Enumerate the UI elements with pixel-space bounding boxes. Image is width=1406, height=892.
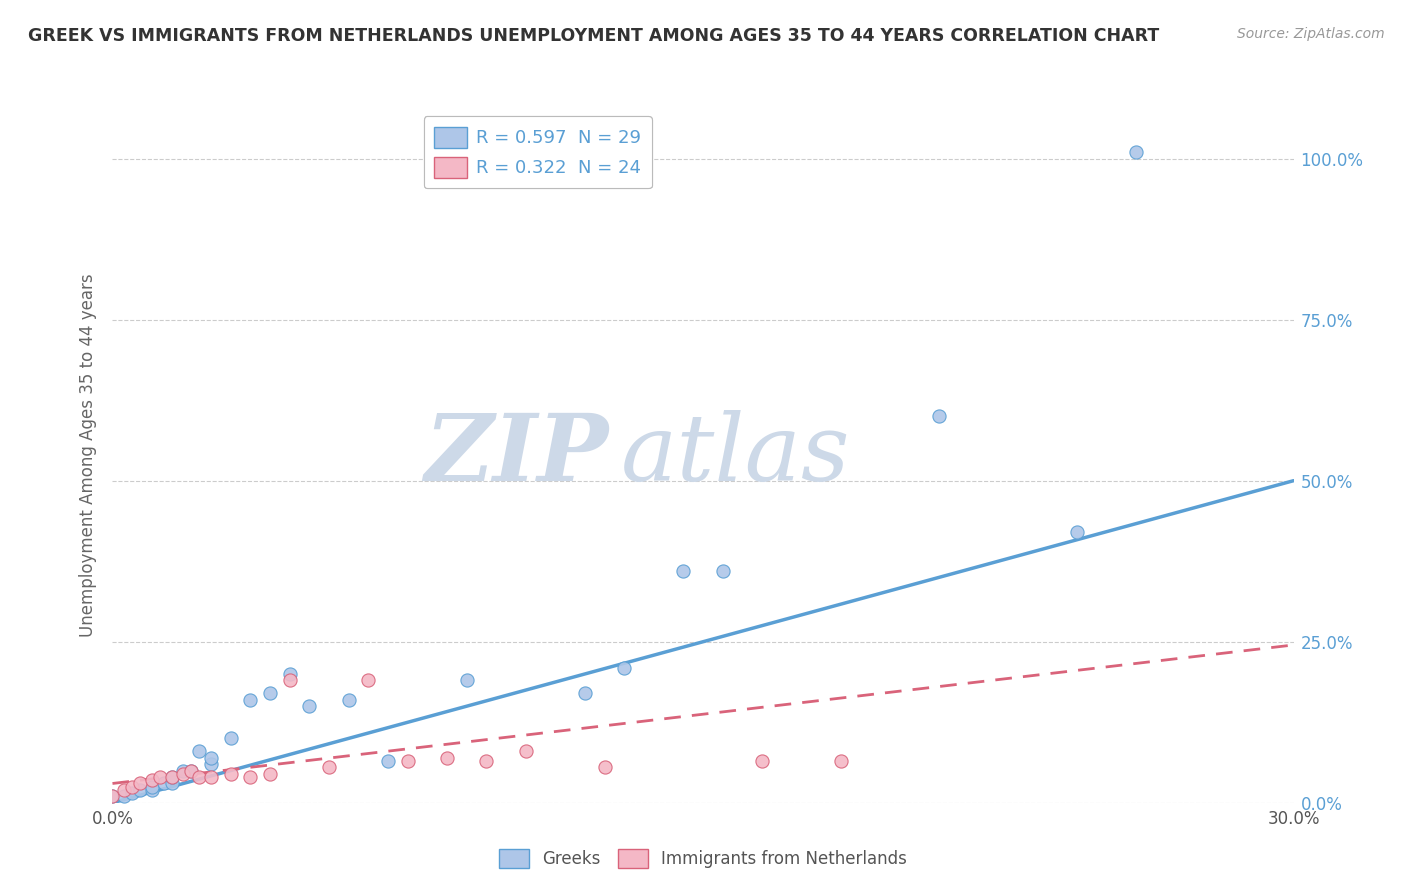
Point [337, 692, 360, 706]
Point [200, 757, 222, 772]
Point [475, 754, 498, 768]
Point [593, 760, 616, 774]
Point [121, 786, 143, 800]
Point [318, 760, 340, 774]
Point [160, 770, 183, 784]
Point [613, 660, 636, 674]
Point [357, 673, 380, 688]
Point [160, 776, 183, 790]
Point [180, 764, 202, 778]
Point [377, 754, 399, 768]
Point [129, 776, 152, 790]
Text: Source: ZipAtlas.com: Source: ZipAtlas.com [1237, 27, 1385, 41]
Point [259, 766, 281, 781]
Point [180, 764, 202, 778]
Point [1125, 145, 1147, 160]
Point [436, 750, 458, 764]
Point [188, 744, 211, 758]
Point [711, 564, 734, 578]
Point [672, 564, 695, 578]
Point [259, 686, 281, 700]
Point [239, 770, 262, 784]
Point [928, 409, 950, 424]
Point [121, 780, 143, 794]
Point [149, 770, 172, 784]
Point [160, 770, 183, 784]
Text: atlas: atlas [620, 410, 849, 500]
Point [141, 773, 163, 788]
Point [101, 789, 124, 804]
Text: GREEK VS IMMIGRANTS FROM NETHERLANDS UNEMPLOYMENT AMONG AGES 35 TO 44 YEARS CORR: GREEK VS IMMIGRANTS FROM NETHERLANDS UNE… [28, 27, 1160, 45]
Legend: R = 0.597  N = 29, R = 0.322  N = 24: R = 0.597 N = 29, R = 0.322 N = 24 [423, 116, 652, 188]
Point [129, 783, 152, 797]
Point [200, 750, 222, 764]
Point [515, 744, 537, 758]
Text: ZIP: ZIP [425, 410, 609, 500]
Point [112, 789, 135, 804]
Point [239, 692, 262, 706]
Point [172, 764, 194, 778]
Point [1066, 525, 1088, 540]
Point [200, 770, 222, 784]
Point [141, 780, 163, 794]
Point [574, 686, 596, 700]
Point [101, 789, 124, 804]
Point [152, 776, 174, 790]
Point [219, 766, 242, 781]
Point [219, 731, 242, 746]
Legend: Greeks, Immigrants from Netherlands: Greeks, Immigrants from Netherlands [492, 842, 914, 875]
Point [141, 783, 163, 797]
Point [396, 754, 419, 768]
Point [188, 770, 211, 784]
Y-axis label: Unemployment Among Ages 35 to 44 years: Unemployment Among Ages 35 to 44 years [79, 273, 97, 637]
Point [278, 667, 301, 681]
Point [172, 766, 194, 781]
Point [751, 754, 773, 768]
Point [830, 754, 852, 768]
Point [456, 673, 478, 688]
Point [112, 783, 135, 797]
Point [278, 673, 301, 688]
Point [298, 699, 321, 714]
